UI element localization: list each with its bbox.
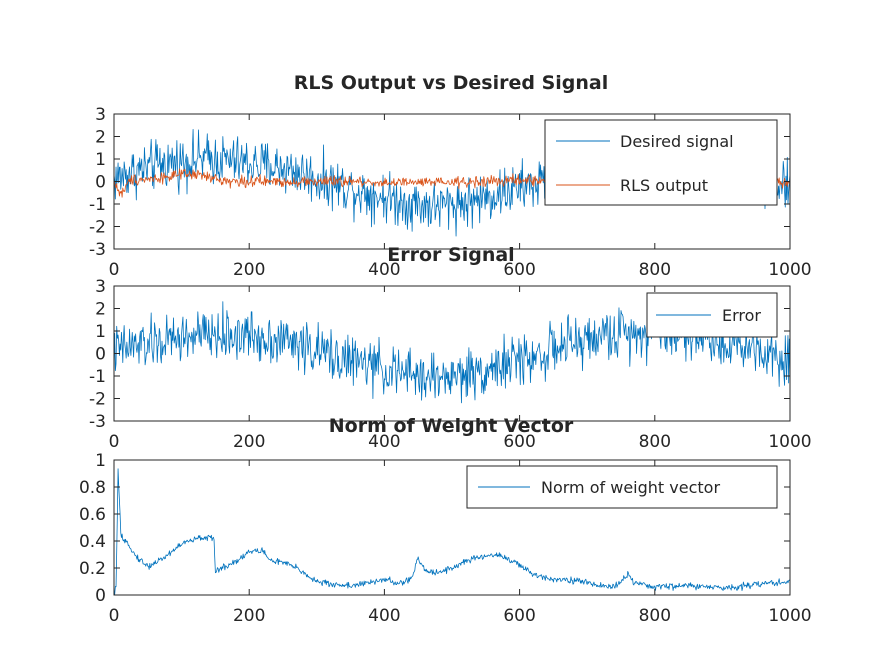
- y-tick-label: 0: [95, 345, 106, 365]
- x-tick-label: 1000: [768, 260, 811, 280]
- subplot-1-title: RLS Output vs Desired Signal: [294, 72, 609, 94]
- x-tick-label: 800: [639, 606, 671, 626]
- y-tick-label: 3: [95, 277, 106, 297]
- y-tick-label: 0: [95, 586, 106, 606]
- y-tick-label: -2: [89, 390, 106, 410]
- y-tick-label: 1: [95, 150, 106, 170]
- y-tick-label: -3: [89, 412, 106, 432]
- subplot-3-ticks: 0 200 400 600 800 1000 0 0.2 0.4 0.6 0.8 1: [79, 451, 812, 626]
- subplot-1-legend-box: [544, 119, 778, 206]
- y-tick-label: 0.2: [79, 559, 106, 579]
- y-tick-label: -1: [89, 367, 106, 387]
- subplot-1-legend: Desired signal RLS output: [544, 119, 778, 206]
- y-tick-label: 1: [95, 322, 106, 342]
- y-tick-label: 0.8: [79, 478, 106, 498]
- x-tick-label: 0: [109, 260, 120, 280]
- y-tick-label: 2: [95, 300, 106, 320]
- x-tick-label: 200: [233, 260, 265, 280]
- legend-label-desired-signal: Desired signal: [620, 132, 734, 151]
- x-tick-label: 800: [639, 260, 671, 280]
- subplot-3-series-layer: [114, 468, 790, 595]
- x-tick-label: 400: [368, 606, 400, 626]
- x-tick-label: 200: [233, 432, 265, 452]
- y-tick-label: -1: [89, 195, 106, 215]
- subplot-3-axes-box: [113, 459, 791, 596]
- x-tick-label: 600: [503, 606, 535, 626]
- legend-label-rls-output: RLS output: [620, 176, 708, 195]
- x-tick-label: 600: [503, 260, 535, 280]
- legend-label-norm-weight: Norm of weight vector: [541, 478, 720, 497]
- subplot-3-legend: Norm of weight vector: [466, 465, 778, 509]
- series-line-norm-of-weight-vector: [114, 468, 790, 595]
- legend-label-error: Error: [722, 306, 761, 325]
- subplot-rls-output: RLS Output vs Desired Signal 0 200 400 600 8…: [89, 72, 812, 280]
- x-tick-label: 200: [233, 606, 265, 626]
- y-tick-label: 3: [95, 105, 106, 125]
- y-tick-label: 0.4: [79, 532, 106, 552]
- y-tick-label: -2: [89, 218, 106, 238]
- subplot-2-title: Error Signal: [387, 244, 514, 266]
- x-tick-label: 800: [639, 432, 671, 452]
- subplot-norm-weight: Norm of Weight Vector 0 200 400 600 800 10000…: [79, 415, 812, 626]
- y-tick-label: 1: [95, 451, 106, 471]
- x-tick-label: 1000: [768, 606, 811, 626]
- x-tick-label: 0: [109, 432, 120, 452]
- x-tick-label: 400: [368, 260, 400, 280]
- x-tick-label: 400: [368, 432, 400, 452]
- y-tick-label: 0: [95, 173, 106, 193]
- y-tick-label: -3: [89, 240, 106, 260]
- subplot-error-signal: Error Signal 0 200 400 600 800 1000-3-2-10123…: [89, 244, 812, 452]
- y-tick-label: 2: [95, 128, 106, 148]
- x-tick-label: 1000: [768, 432, 811, 452]
- subplot-2-legend: Error: [646, 292, 778, 338]
- x-tick-label: 0: [109, 606, 120, 626]
- x-tick-label: 600: [503, 432, 535, 452]
- subplot-3-title: Norm of Weight Vector: [329, 415, 574, 437]
- y-tick-label: 0.6: [79, 505, 106, 525]
